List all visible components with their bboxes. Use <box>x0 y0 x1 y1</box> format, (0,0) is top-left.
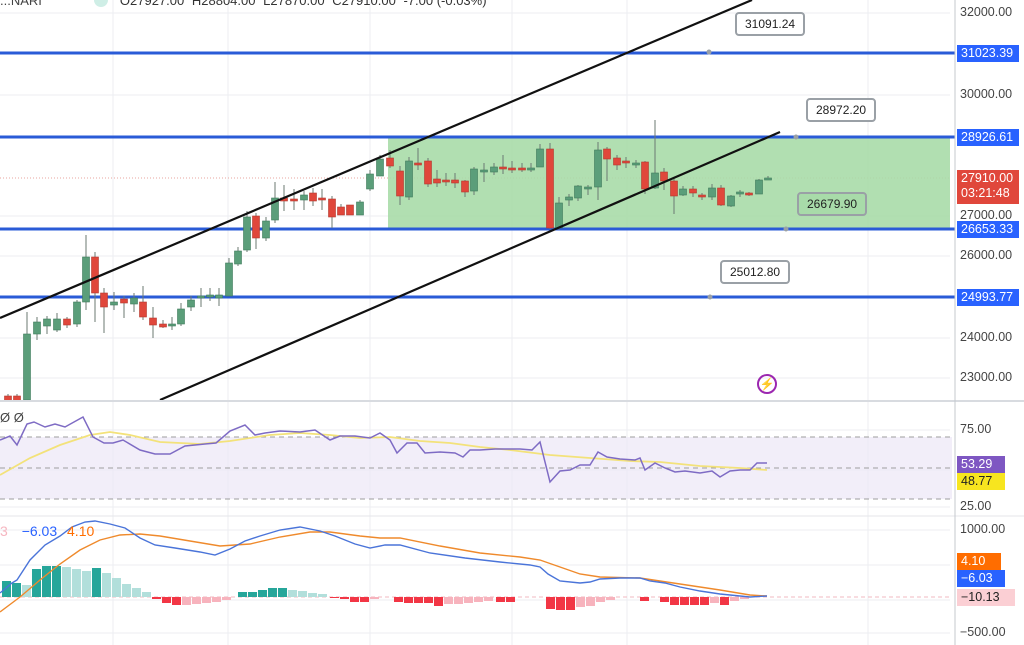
price-tick-label: 24000.00 <box>960 330 1013 344</box>
macd-hist-tag: −10.13 <box>957 589 1015 606</box>
price-callout-label[interactable]: 31091.24 <box>735 12 806 36</box>
macd-tick-label: −500.00 <box>960 625 1006 639</box>
close-value: C27910.00 <box>332 0 396 8</box>
price-callout-label[interactable]: 26679.90 <box>797 192 868 216</box>
symbol-name: ...NARI <box>0 0 42 8</box>
macd-value-tag: −6.03 <box>957 570 1005 587</box>
macd-legend: 3 −6.03 4.10 <box>0 523 94 539</box>
rsi-tick-label: 75.00 <box>960 422 992 436</box>
rsi-pane <box>0 415 952 500</box>
level-price-tag: 28926.61 <box>957 129 1019 146</box>
price-callout-label[interactable]: 28972.20 <box>806 98 877 122</box>
change-value: -7.00 (-0.03%) <box>403 0 487 8</box>
macd-signal-tag: 4.10 <box>957 553 1001 570</box>
candlesticks <box>4 120 772 402</box>
price-tick-label: 27000.00 <box>960 208 1013 222</box>
price-tick-label: 32000.00 <box>960 5 1013 19</box>
last-price: 27910.00 <box>961 171 1014 185</box>
rsi-legend: Ø Ø <box>0 410 24 425</box>
channel-lines[interactable] <box>0 0 799 402</box>
high-value: H28804.00 <box>191 0 256 8</box>
level-price-tag: 24993.77 <box>957 289 1019 306</box>
price-tick-label: 26000.00 <box>960 248 1013 262</box>
rsi-ma-value-tag: 48.77 <box>957 473 1005 490</box>
price-tick-label: 30000.00 <box>960 87 1013 101</box>
grid <box>0 0 950 645</box>
price-callout-label[interactable]: 25012.80 <box>720 260 791 284</box>
macd-legend-signal: 4.10 <box>67 523 95 539</box>
open-value: O27927.00 <box>119 0 185 8</box>
macd-pane <box>0 520 952 613</box>
status-dot-icon <box>93 0 108 7</box>
rsi-value-tag: 53.29 <box>957 456 1005 473</box>
rsi-tick-label: 25.00 <box>960 499 992 513</box>
last-price-tag: 27910.00 03:21:48 <box>957 170 1019 204</box>
macd-legend-hist: 3 <box>0 523 8 539</box>
lightning-icon[interactable]: ⚡ <box>757 374 777 394</box>
symbol-header: ...NARI O27927.00 H28804.00 L27870.00 C2… <box>0 0 491 8</box>
price-tick-label: 23000.00 <box>960 370 1013 384</box>
level-price-tag: 31023.39 <box>957 45 1019 62</box>
macd-legend-macd: −6.03 <box>21 523 58 539</box>
bar-countdown: 03:21:48 <box>961 186 1010 200</box>
low-value: L27870.00 <box>263 0 325 8</box>
ohlc-values: O27927.00 H28804.00 L27870.00 C27910.00 … <box>120 0 491 8</box>
level-price-tag: 26653.33 <box>957 221 1019 238</box>
macd-tick-label: 1000.00 <box>960 522 1006 536</box>
